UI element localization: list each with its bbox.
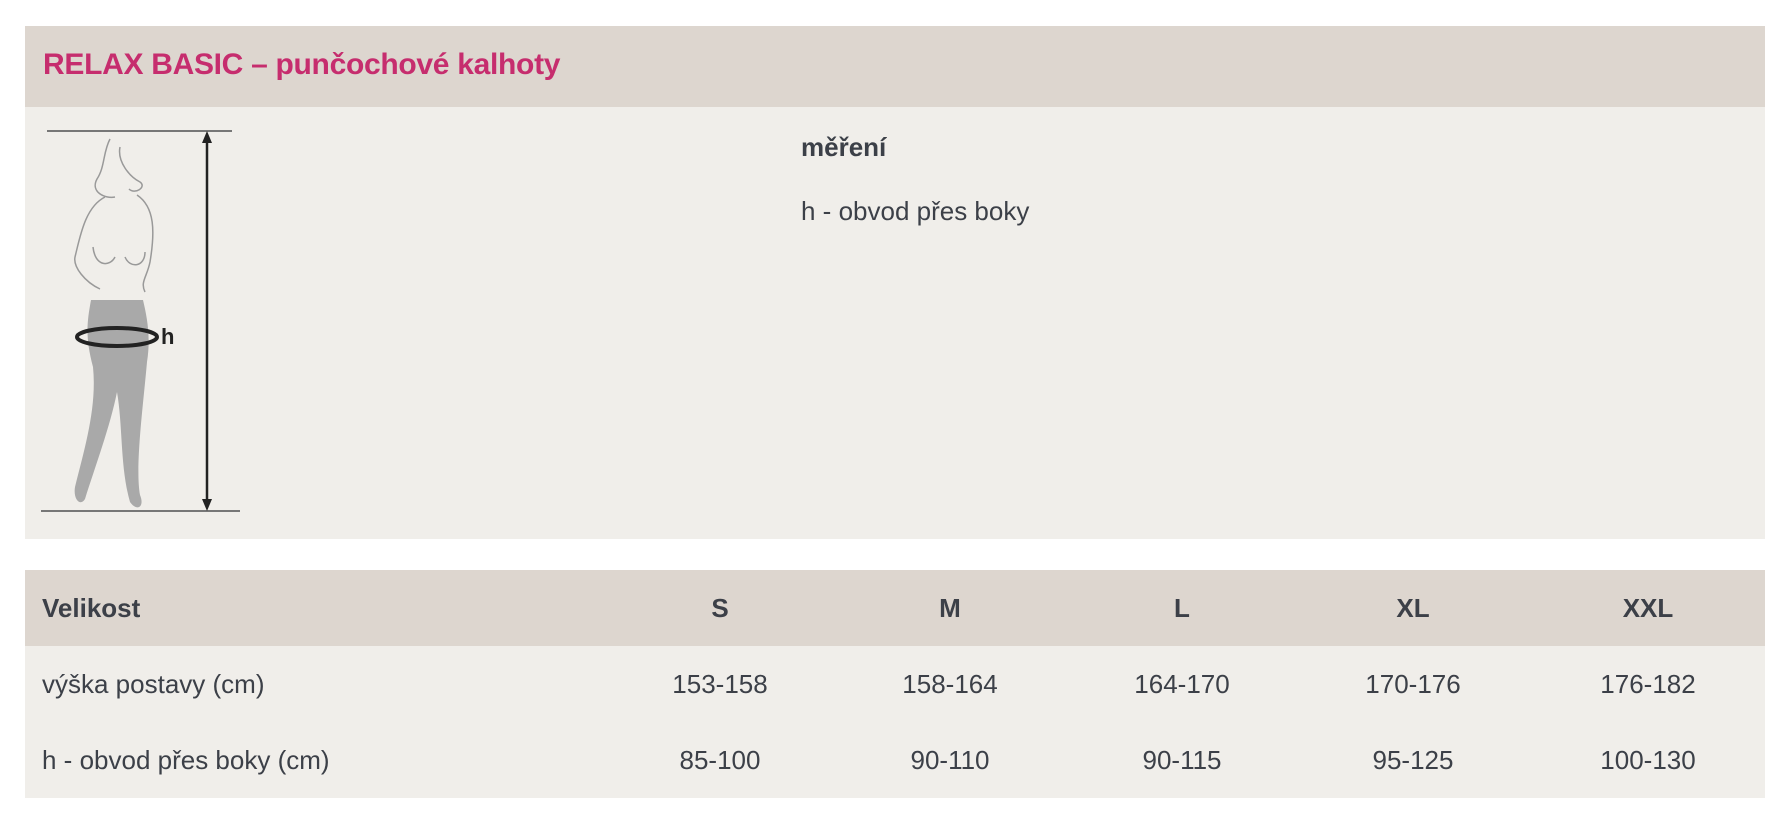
size-s: S <box>711 593 729 623</box>
table-row: výška postavy (cm) 153-158 158-164 164-1… <box>25 646 1765 722</box>
measurement-panel: RELAX BASIC – punčochové kalhoty h měřen… <box>25 26 1765 539</box>
size-xxl: XXL <box>1622 593 1674 623</box>
table-cell: 164-170 <box>1134 669 1230 699</box>
body-measurement-figure: h <box>41 130 240 512</box>
table-cell: 170-176 <box>1365 669 1461 699</box>
size-m: M <box>939 593 961 623</box>
size-l: L <box>1174 593 1190 623</box>
header-label: Velikost <box>42 593 141 623</box>
table-cell: 176-182 <box>1600 669 1696 699</box>
size-xl: XL <box>1396 593 1430 623</box>
table-cell: 90-115 <box>1142 745 1222 775</box>
table-cell: 90-110 <box>910 745 990 775</box>
table-cell: 100-130 <box>1600 745 1696 775</box>
table-row: h - obvod přes boky (cm) 85-100 90-110 9… <box>25 722 1765 798</box>
table-cell: 85-100 <box>679 745 761 775</box>
table-cell: 153-158 <box>672 669 768 699</box>
row-label: h - obvod přes boky (cm) <box>42 745 330 775</box>
row-label: výška postavy (cm) <box>42 669 265 699</box>
table-cell: 158-164 <box>902 669 998 699</box>
hip-label: h <box>161 324 174 349</box>
measurement-heading: měření <box>801 132 887 162</box>
size-table: Velikost S M L XL XXL výška postavy (cm)… <box>25 570 1765 798</box>
product-title: RELAX BASIC – punčochové kalhoty <box>43 48 561 81</box>
panel-header: RELAX BASIC – punčochové kalhoty <box>25 26 1765 107</box>
measurement-item: h - obvod přes boky <box>801 196 1030 226</box>
table-cell: 95-125 <box>1372 745 1454 775</box>
table-header-row: Velikost S M L XL XXL <box>25 570 1765 646</box>
